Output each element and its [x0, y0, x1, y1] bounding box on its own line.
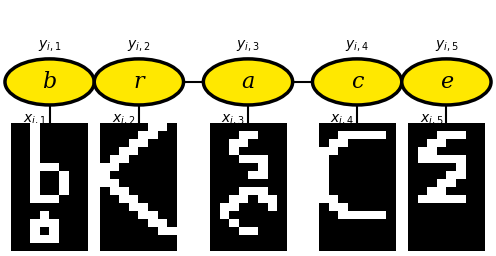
- Ellipse shape: [94, 59, 184, 105]
- Text: $y_{i,5}$: $y_{i,5}$: [434, 39, 458, 54]
- Text: $x_{i,5}$: $x_{i,5}$: [420, 113, 443, 128]
- Text: $y_{i,2}$: $y_{i,2}$: [127, 39, 151, 54]
- Text: $x_{i,1}$: $x_{i,1}$: [23, 113, 46, 128]
- Text: $x_{i,2}$: $x_{i,2}$: [112, 113, 135, 128]
- Text: a: a: [242, 71, 254, 93]
- Text: $y_{i,4}$: $y_{i,4}$: [345, 39, 369, 54]
- Ellipse shape: [312, 59, 402, 105]
- Text: $y_{i,3}$: $y_{i,3}$: [236, 39, 260, 54]
- Text: b: b: [43, 71, 57, 93]
- Text: $y_{i,1}$: $y_{i,1}$: [38, 39, 62, 54]
- Text: r: r: [133, 71, 144, 93]
- Text: $x_{i,3}$: $x_{i,3}$: [221, 113, 245, 128]
- Ellipse shape: [203, 59, 293, 105]
- Ellipse shape: [402, 59, 491, 105]
- Ellipse shape: [5, 59, 94, 105]
- Text: e: e: [440, 71, 453, 93]
- Text: $x_{i,4}$: $x_{i,4}$: [330, 113, 354, 128]
- Text: c: c: [351, 71, 364, 93]
